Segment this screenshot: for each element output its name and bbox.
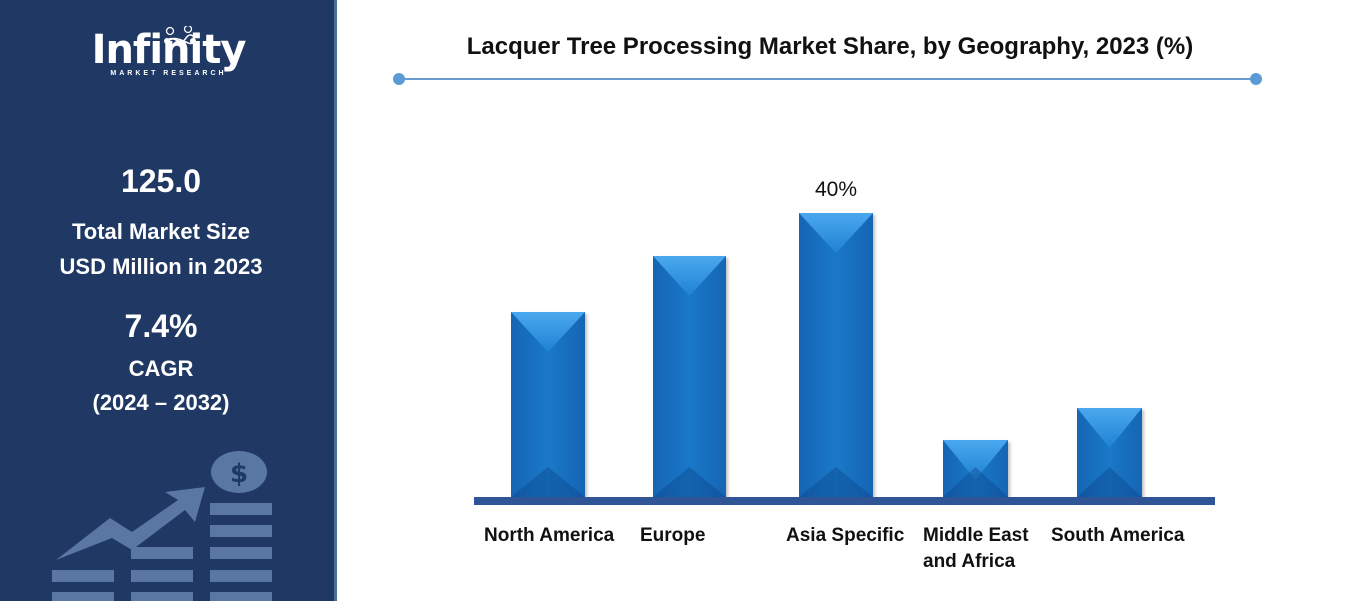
logo-subtext: MARKET RESEARCH (110, 70, 227, 77)
category-label: Europe (640, 525, 706, 546)
bar-europe (653, 256, 726, 497)
bar-north-america (511, 312, 585, 497)
category-label: North America (484, 525, 615, 546)
cagr-label: CAGR (128, 356, 194, 381)
chart-title: Lacquer Tree Processing Market Share, by… (466, 33, 1194, 60)
category-label: Middle East and Africa (923, 525, 1029, 572)
growth-chart-dollar-icon: $ (52, 451, 272, 601)
market-size-label: Total Market Size (71, 219, 251, 244)
bar-asia-specific (799, 213, 873, 497)
market-size-value: 125.0 (120, 163, 202, 199)
bar-south-america (1077, 408, 1142, 497)
infinity-logo-mark-icon (164, 26, 196, 45)
sidebar-panel: Infinity MARKET RESEARCH 125.0 Total Mar… (0, 0, 337, 601)
title-divider-line (399, 78, 1256, 80)
market-size-unit-label: USD Million in 2023 (59, 254, 263, 279)
category-label: South America (1051, 525, 1185, 546)
svg-text:$: $ (230, 459, 248, 489)
divider-endpoint-right (1250, 73, 1262, 85)
cagr-value: 7.4% (124, 308, 198, 344)
bar-value-label: 40% (814, 178, 858, 201)
cagr-period: (2024 – 2032) (92, 390, 230, 415)
x-axis-baseline (474, 497, 1215, 505)
divider-endpoint-left (393, 73, 405, 85)
category-label: Asia Specific (786, 525, 905, 546)
logo-wordmark: Infinity (91, 27, 247, 73)
bar-middle-east-and-africa (943, 440, 1008, 497)
logo: Infinity MARKET RESEARCH (0, 26, 337, 77)
